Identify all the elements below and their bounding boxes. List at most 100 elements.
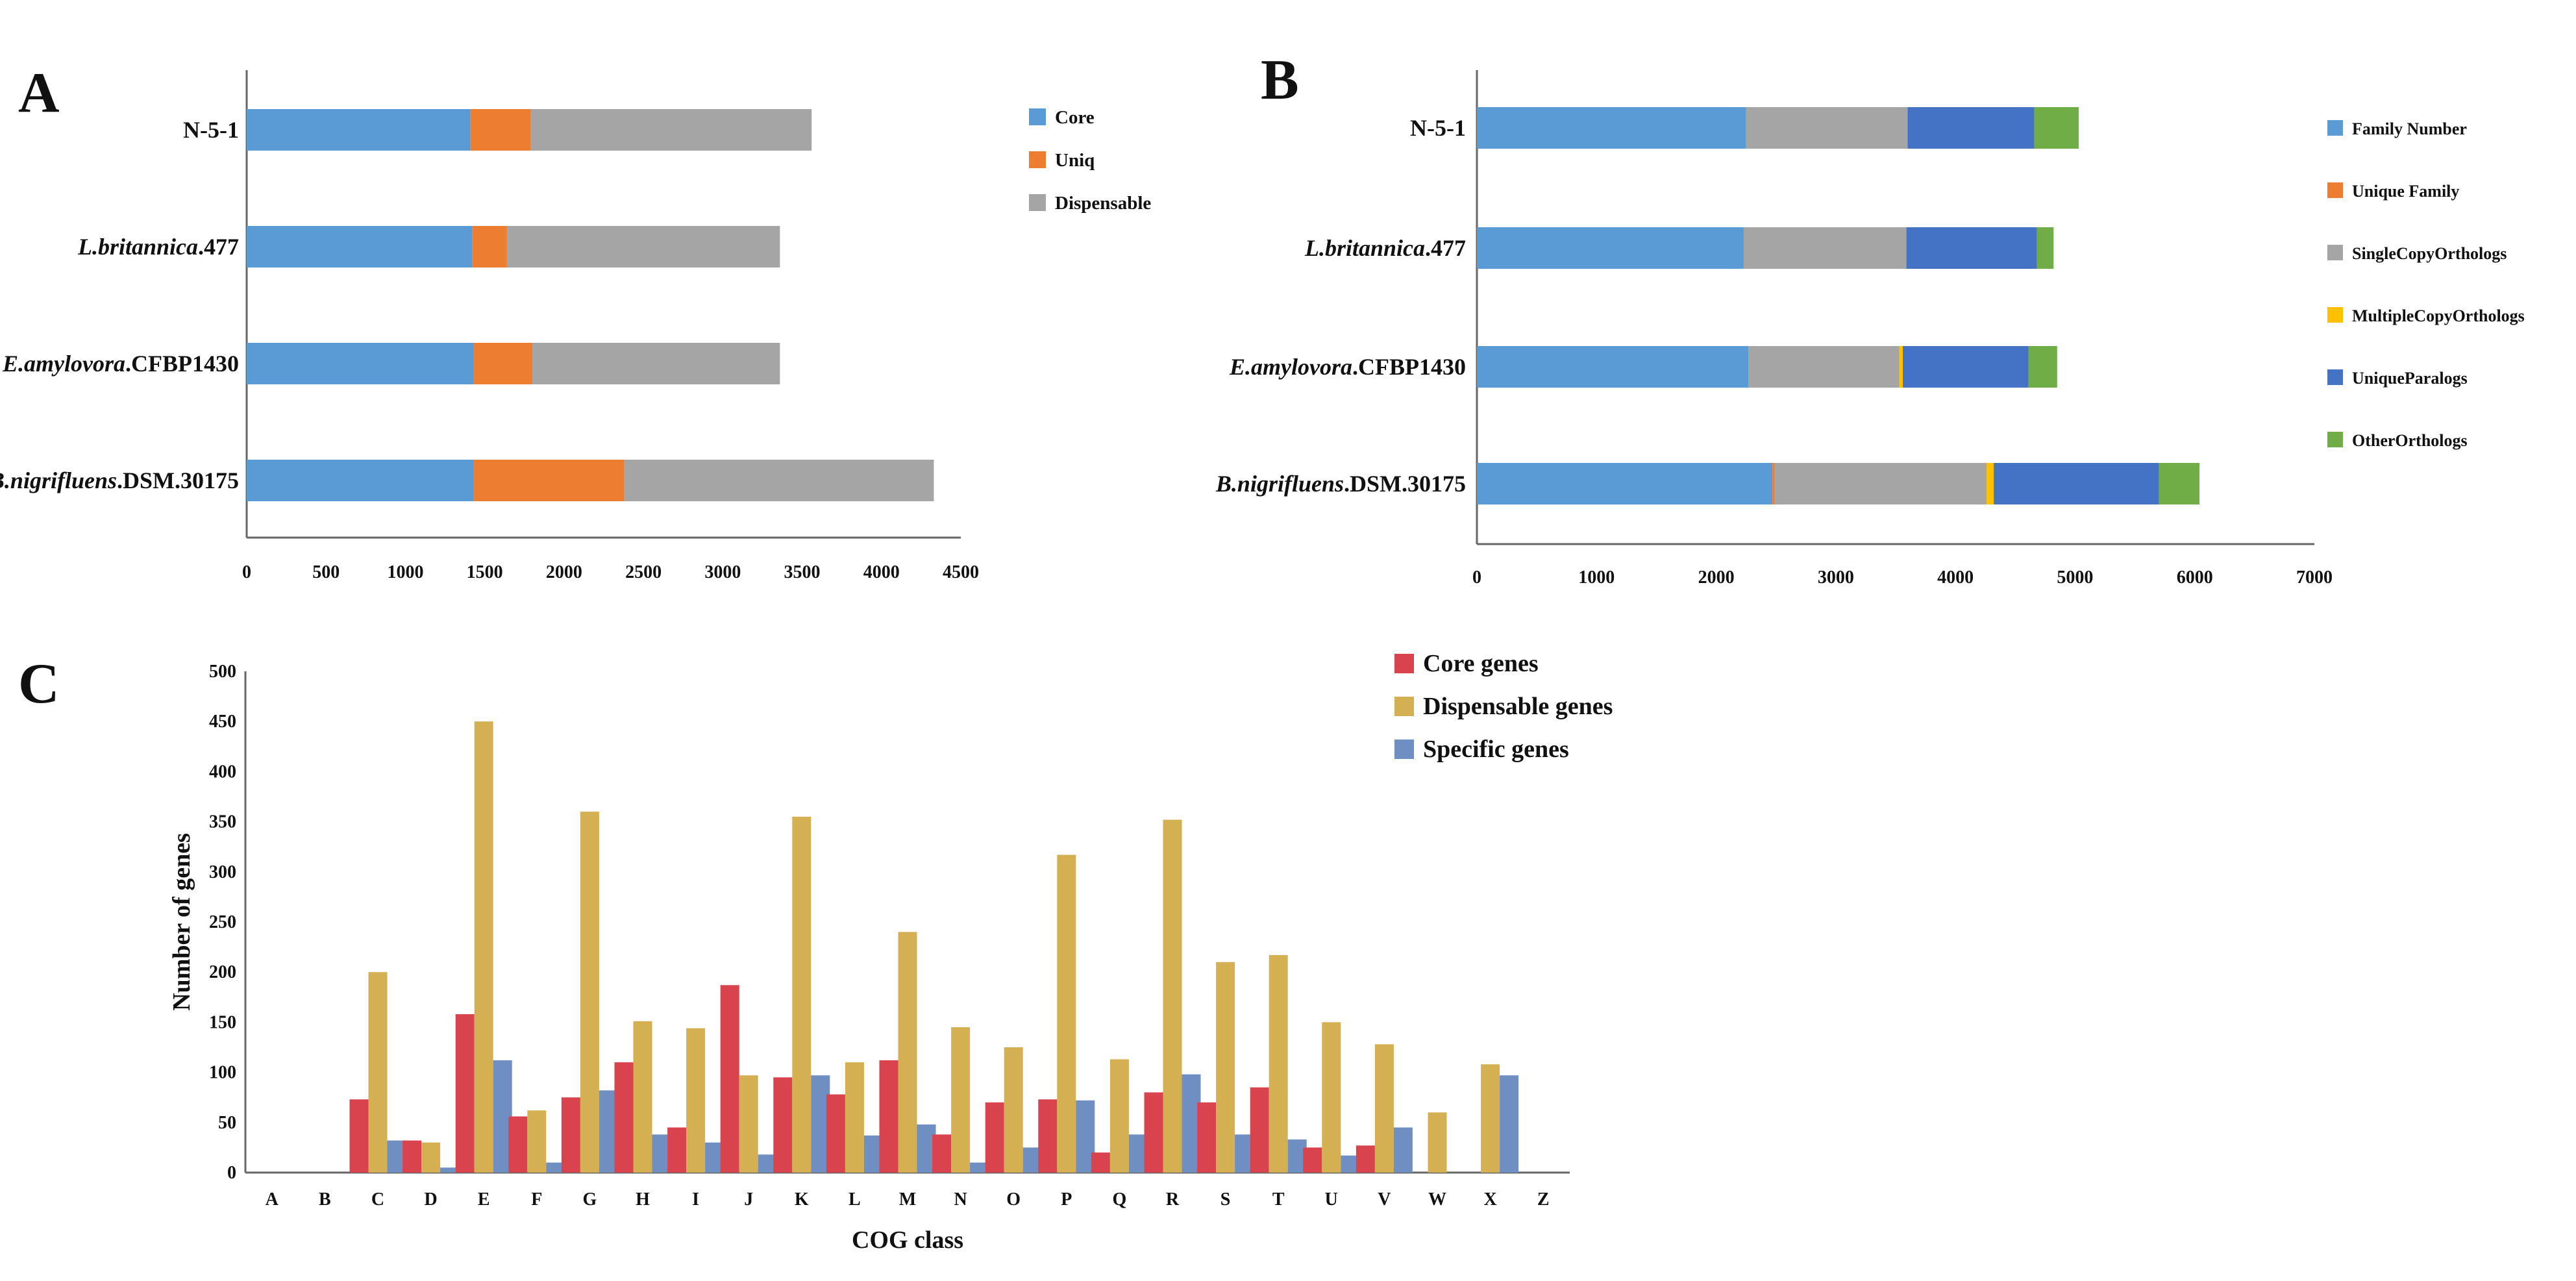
chart-c-bar-specific-genes-d bbox=[440, 1167, 460, 1173]
chart-b-legend-swatch-otherorthologs bbox=[2327, 432, 2343, 447]
chart-b-bar-uniqueparalogs-3 bbox=[1994, 463, 2159, 504]
chart-c-bar-dispensable-genes-e bbox=[474, 721, 493, 1173]
chart-c-bar-dispensable-genes-c bbox=[368, 972, 388, 1173]
chart-b-x-tick-7000: 7000 bbox=[2296, 567, 2333, 588]
chart-c-bar-dispensable-genes-w bbox=[1428, 1112, 1447, 1173]
chart-a-legend-label-core: Core bbox=[1055, 107, 1095, 128]
chart-b-bar-singlecopyorthologs-1 bbox=[1743, 227, 1907, 269]
chart-a-bar-uniq-3 bbox=[473, 460, 625, 501]
chart-b-legend-label-otherorthologs: OtherOrthologs bbox=[2352, 431, 2468, 450]
chart-c-bar-core-genes-c bbox=[349, 1099, 369, 1173]
chart-c-bar-dispensable-genes-v bbox=[1374, 1044, 1394, 1173]
chart-b-legend-swatch-singlecopyorthologs bbox=[2327, 245, 2343, 260]
chart-a-bar-uniq-1 bbox=[472, 226, 507, 267]
chart-a-legend-swatch-dispensable bbox=[1029, 194, 1046, 211]
chart-c-bar-core-genes-j bbox=[720, 985, 739, 1173]
chart-c-bar-specific-genes-n bbox=[970, 1162, 989, 1173]
panel-a-letter: A bbox=[18, 62, 60, 125]
chart-c-y-tick-450: 450 bbox=[209, 712, 236, 732]
chart-b-bar-otherorthologs-1 bbox=[2037, 227, 2054, 269]
chart-a-x-tick-4000: 4000 bbox=[863, 562, 900, 582]
chart-c-bar-core-genes-q bbox=[1091, 1152, 1110, 1173]
chart-c-x-tick-l: L bbox=[848, 1189, 861, 1210]
chart-c-bar-specific-genes-x bbox=[1500, 1075, 1519, 1173]
chart-b-legend-label-uniqueparalogs: UniqueParalogs bbox=[2352, 369, 2468, 388]
chart-b-category-label-0: N-5-1 bbox=[1410, 115, 1466, 141]
chart-a-x-tick-500: 500 bbox=[312, 562, 340, 582]
chart-c-bar-dispensable-genes-l bbox=[845, 1062, 864, 1173]
chart-b-legend-swatch-uniqueparalogs bbox=[2327, 369, 2343, 385]
chart-a-bar-core-3 bbox=[247, 460, 474, 501]
chart-b-category-label-3: B.nigrifluens.DSM.30175 bbox=[1215, 471, 1466, 497]
chart-a-stacked-bar: 0 500 1000 1500 2000 2500 3000 3500 4000 4500 N-5-… bbox=[0, 70, 1151, 582]
chart-b-legend-label-multiplecopyorthologs: MultipleCopyOrthologs bbox=[2352, 306, 2525, 325]
chart-c-bar-dispensable-genes-q bbox=[1109, 1059, 1129, 1173]
chart-c-bar-dispensable-genes-s bbox=[1216, 962, 1235, 1173]
chart-c-bar-core-genes-g bbox=[561, 1097, 580, 1173]
chart-c-x-tick-x: X bbox=[1483, 1189, 1496, 1210]
chart-b-bar-multiplecopyorthologs-2 bbox=[1899, 346, 1903, 388]
chart-c-y-tick-300: 300 bbox=[209, 862, 236, 882]
chart-b-x-tick-6000: 6000 bbox=[2177, 567, 2213, 588]
chart-b-category-italic-1: L.britannica bbox=[1304, 235, 1425, 261]
chart-c-bar-core-genes-d bbox=[402, 1140, 422, 1173]
chart-a-x-tick-1000: 1000 bbox=[387, 562, 423, 582]
chart-c-y-tick-400: 400 bbox=[209, 762, 236, 782]
chart-c-y-tick-350: 350 bbox=[209, 812, 236, 832]
chart-b-bar-uniqueparalogs-0 bbox=[1907, 107, 2035, 149]
chart-c-x-tick-u: U bbox=[1325, 1189, 1338, 1210]
chart-b-category-text-0: N-5-1 bbox=[1410, 115, 1466, 141]
chart-b-category-text-3: .DSM.30175 bbox=[1344, 471, 1466, 497]
chart-c-y-tick-100: 100 bbox=[209, 1063, 236, 1083]
chart-c-bar-core-genes-p bbox=[1038, 1099, 1058, 1173]
chart-c-legend-swatch-dispensable-genes bbox=[1394, 697, 1414, 716]
chart-a-x-tick-2000: 2000 bbox=[546, 562, 582, 582]
chart-a-category-italic-2: E.amylovora bbox=[2, 351, 125, 377]
chart-a-category-text-2: .CFBP1430 bbox=[125, 351, 239, 377]
chart-c-y-tick-0: 0 bbox=[227, 1163, 236, 1183]
chart-c-x-tick-b: B bbox=[319, 1189, 331, 1210]
chart-a-x-tick-2500: 2500 bbox=[625, 562, 662, 582]
chart-a-category-label-1: L.britannica.477 bbox=[77, 234, 239, 260]
chart-a-category-text-0: N-5-1 bbox=[183, 117, 239, 143]
chart-a-category-label-0: N-5-1 bbox=[183, 117, 239, 143]
chart-b-legend-swatch-multiplecopyorthologs bbox=[2327, 307, 2343, 323]
chart-a-x-tick-0: 0 bbox=[242, 562, 251, 582]
chart-b-x-tick-1000: 1000 bbox=[1578, 567, 1615, 588]
chart-c-bar-dispensable-genes-t bbox=[1269, 954, 1288, 1173]
chart-a-x-tick-3000: 3000 bbox=[704, 562, 741, 582]
chart-b-bar-family-number-2 bbox=[1477, 346, 1749, 388]
chart-b-category-label-2: E.amylovora.CFBP1430 bbox=[1229, 354, 1466, 380]
chart-c-x-tick-p: P bbox=[1061, 1189, 1072, 1210]
chart-b-legend-label-unique-family: Unique Family bbox=[2352, 182, 2459, 201]
chart-c-x-tick-f: F bbox=[531, 1189, 542, 1210]
chart-c-x-tick-r: R bbox=[1166, 1189, 1180, 1210]
chart-b-x-tick-3000: 3000 bbox=[1818, 567, 1854, 588]
chart-b-category-text-2: .CFBP1430 bbox=[1352, 354, 1466, 380]
chart-c-legend-label-core-genes: Core genes bbox=[1423, 650, 1539, 677]
chart-b-legend-label-singlecopyorthologs: SingleCopyOrthologs bbox=[2352, 244, 2507, 263]
chart-b-bar-unique-family-3 bbox=[1772, 463, 1775, 504]
chart-b-legend-swatch-unique-family bbox=[2327, 182, 2343, 198]
chart-c-bar-dispensable-genes-x bbox=[1481, 1064, 1500, 1173]
chart-a-x-tick-3500: 3500 bbox=[784, 562, 821, 582]
panel-c-letter: C bbox=[18, 653, 60, 715]
chart-c-bar-dispensable-genes-p bbox=[1057, 854, 1076, 1173]
chart-c-x-tick-m: M bbox=[899, 1189, 916, 1210]
chart-b-bar-singlecopyorthologs-0 bbox=[1746, 107, 1908, 149]
chart-a-bar-uniq-2 bbox=[473, 343, 532, 384]
chart-c-bar-dispensable-genes-r bbox=[1163, 819, 1182, 1173]
chart-c-bar-core-genes-u bbox=[1303, 1147, 1322, 1173]
chart-c-bar-dispensable-genes-f bbox=[527, 1110, 547, 1173]
chart-c-legend-label-dispensable-genes: Dispensable genes bbox=[1423, 693, 1613, 720]
chart-b-bar-otherorthologs-2 bbox=[2028, 346, 2057, 388]
chart-b-category-label-1: L.britannica.477 bbox=[1304, 235, 1466, 261]
chart-c-x-tick-o: O bbox=[1006, 1189, 1021, 1210]
chart-c-bar-specific-genes-v bbox=[1393, 1127, 1413, 1173]
chart-b-category-text-1: .477 bbox=[1425, 235, 1466, 261]
chart-b-bar-otherorthologs-0 bbox=[2034, 107, 2079, 149]
chart-a-legend-label-uniq: Uniq bbox=[1055, 150, 1095, 171]
chart-c-y-tick-250: 250 bbox=[209, 912, 236, 932]
chart-c-grouped-bar: 0 50 100 150 200 250 300 350 400 450 500 A B C D E F G H I J… bbox=[168, 650, 1613, 1254]
